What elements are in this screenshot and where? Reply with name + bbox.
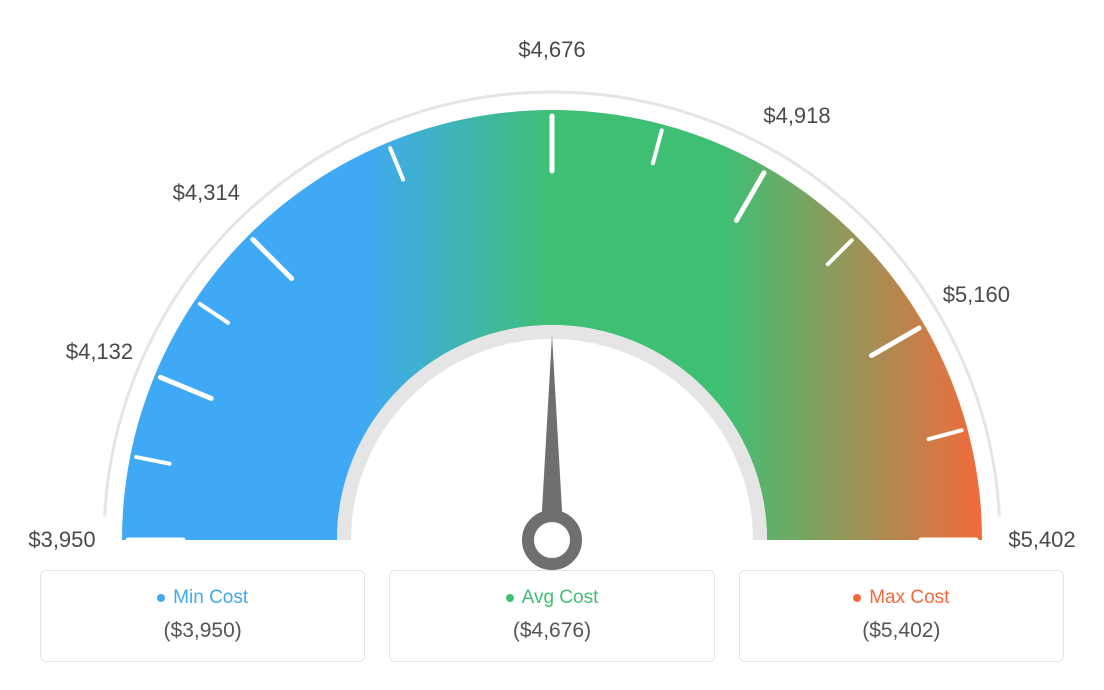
- min-cost-title: Min Cost: [157, 587, 248, 609]
- min-dot-icon: [157, 594, 165, 602]
- gauge-tick-label: $4,918: [763, 103, 830, 129]
- max-dot-icon: [853, 594, 861, 602]
- max-cost-card: Max Cost ($5,402): [739, 570, 1064, 662]
- summary-cards: Min Cost ($3,950) Avg Cost ($4,676) Max …: [40, 570, 1064, 662]
- avg-cost-card: Avg Cost ($4,676): [389, 570, 714, 662]
- gauge-chart: $3,950 $4,132 $4,314 $4,676 $4,918 $5,160 $5,4…: [0, 0, 1104, 560]
- max-cost-value: ($5,402): [760, 619, 1043, 643]
- max-cost-title: Max Cost: [853, 587, 949, 609]
- gauge-tick-label: $5,402: [1008, 527, 1075, 553]
- gauge-tick-label: $5,160: [943, 282, 1010, 308]
- avg-cost-value: ($4,676): [410, 619, 693, 643]
- gauge-tick-label: $4,132: [66, 339, 133, 365]
- gauge-tick-label: $3,950: [28, 527, 95, 553]
- gauge-svg: [42, 40, 1062, 600]
- min-cost-card: Min Cost ($3,950): [40, 570, 365, 662]
- avg-cost-label: Avg Cost: [522, 587, 599, 609]
- min-cost-label: Min Cost: [173, 587, 248, 609]
- avg-cost-title: Avg Cost: [506, 587, 599, 609]
- avg-dot-icon: [506, 594, 514, 602]
- gauge-tick-label: $4,314: [173, 180, 240, 206]
- min-cost-value: ($3,950): [61, 619, 344, 643]
- gauge-tick-label: $4,676: [518, 37, 585, 63]
- max-cost-label: Max Cost: [869, 587, 949, 609]
